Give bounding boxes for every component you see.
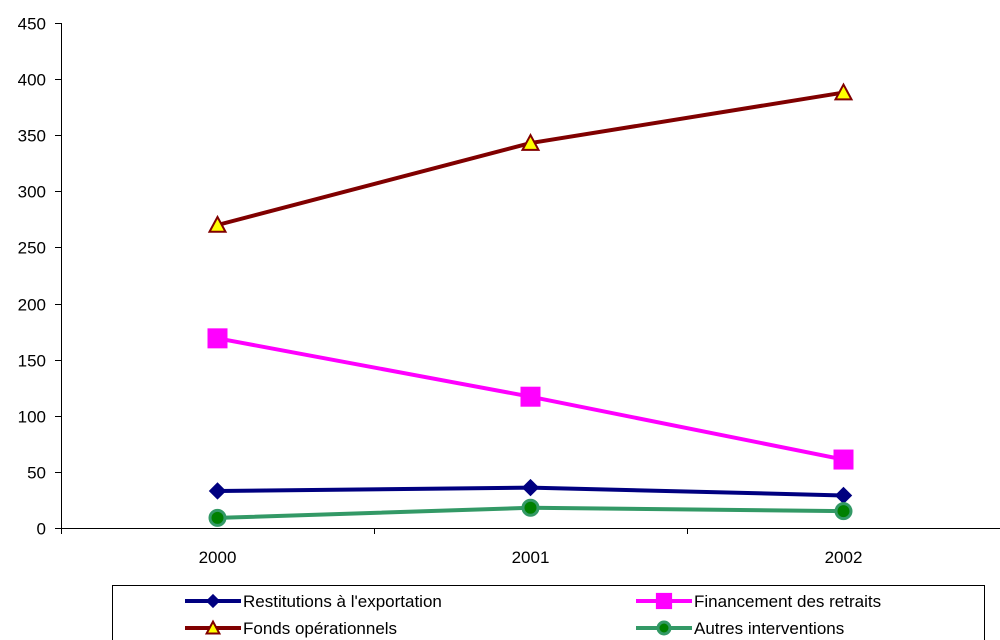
series-4-point (521, 498, 540, 517)
y-tick-label: 200 (18, 296, 46, 315)
series-1-point (521, 478, 540, 497)
series-3-point (833, 82, 854, 101)
series-4-point (834, 502, 853, 521)
y-tick-label: 100 (18, 408, 46, 427)
legend-swatch-marker (655, 592, 673, 610)
legend: Restitutions à l'exportation Financement … (112, 585, 985, 640)
series-1-point (208, 482, 227, 500)
y-tick-label: 0 (37, 520, 46, 539)
y-tick-label: 300 (18, 183, 46, 202)
y-tick-label: 350 (18, 127, 46, 146)
y-tick-label: 50 (27, 464, 46, 483)
legend-box (112, 585, 985, 640)
series-3-point (207, 214, 228, 233)
legend-label: Autres interventions (694, 619, 844, 638)
x-tick-label: 2000 (199, 548, 237, 567)
series-lines (216, 90, 844, 520)
y-tick-label: 400 (18, 71, 46, 90)
legend-swatch-marker (205, 593, 221, 609)
x-tick-label: 2002 (825, 548, 863, 567)
series-1-point (834, 486, 853, 505)
legend-swatch-marker (656, 620, 672, 636)
series-3-point (520, 132, 541, 151)
legend-label: Restitutions à l'exportation (243, 592, 442, 611)
series-line-3 (216, 90, 844, 227)
series-2-point (520, 386, 541, 407)
legend-label: Financement des retraits (694, 592, 881, 611)
series-2-point (207, 328, 228, 349)
legend-swatch-marker (204, 619, 222, 635)
series-4-point (208, 508, 227, 527)
series-markers (207, 82, 854, 527)
x-tick-label: 2001 (512, 548, 550, 567)
axes: 0 50 100 150 200 250 300 350 400 450 2000 2001 2002 (18, 15, 1000, 567)
legend-label: Fonds opérationnels (243, 619, 397, 638)
y-tick-label: 250 (18, 239, 46, 258)
series-2-point (833, 449, 854, 470)
y-tick-label: 150 (18, 352, 46, 371)
y-tick-label: 450 (18, 15, 46, 34)
